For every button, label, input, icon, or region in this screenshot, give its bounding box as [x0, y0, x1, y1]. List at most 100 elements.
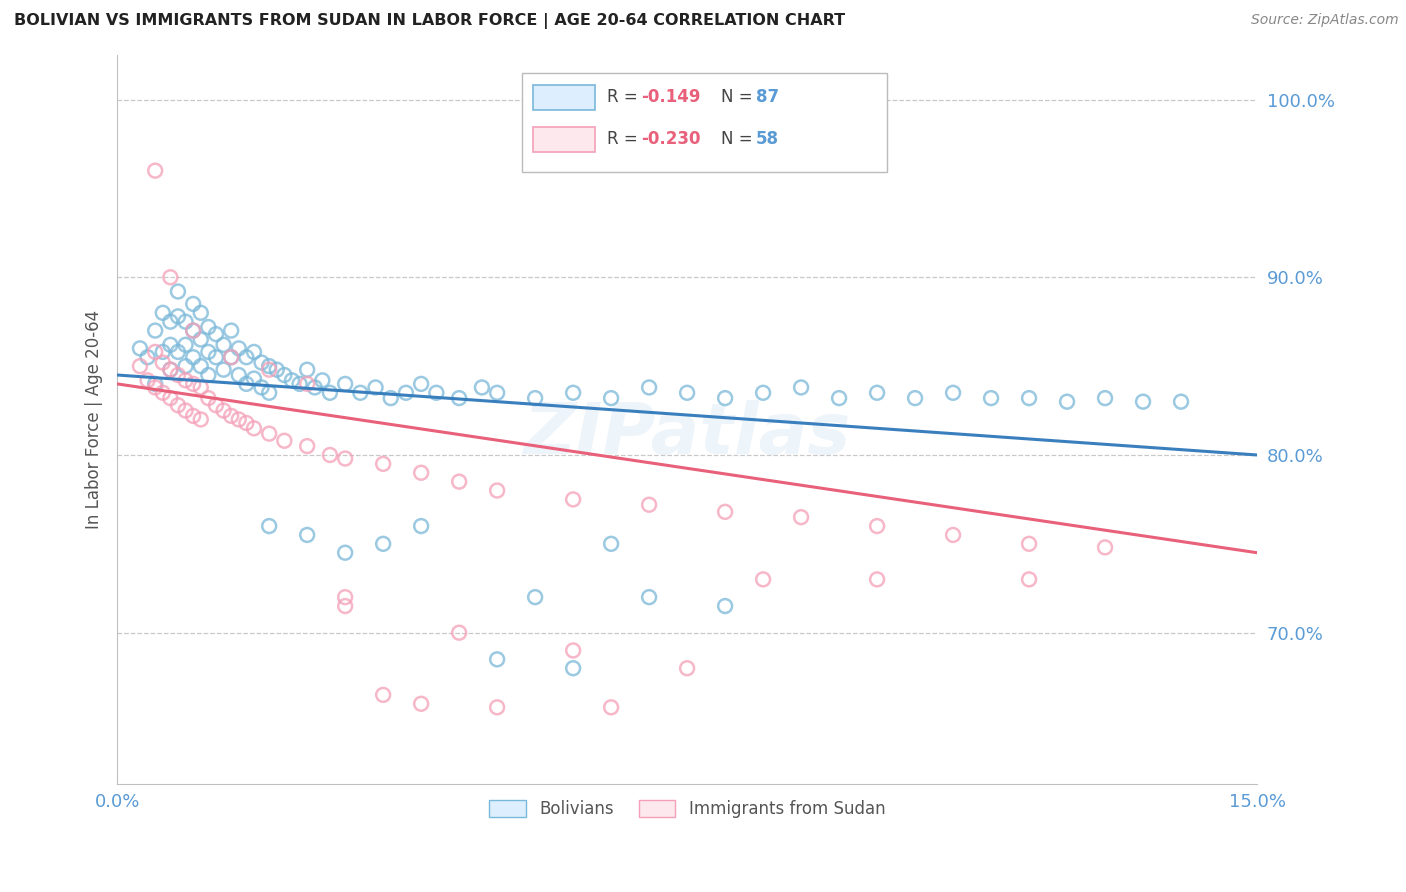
Point — [212, 338, 235, 352]
Point — [471, 380, 494, 394]
Point — [228, 412, 250, 426]
Point — [1132, 394, 1154, 409]
Point — [257, 359, 280, 373]
Point — [167, 285, 190, 299]
Text: -0.149: -0.149 — [641, 87, 702, 105]
Point — [333, 546, 356, 560]
Point — [319, 385, 342, 400]
Legend: Bolivians, Immigrants from Sudan: Bolivians, Immigrants from Sudan — [481, 791, 894, 826]
Point — [143, 345, 166, 359]
Point — [159, 391, 181, 405]
Point — [159, 362, 181, 376]
Point — [486, 385, 509, 400]
Point — [167, 345, 190, 359]
Point — [167, 398, 190, 412]
Point — [143, 324, 166, 338]
Point — [295, 376, 318, 391]
Point — [143, 380, 166, 394]
Point — [904, 391, 927, 405]
Point — [190, 412, 212, 426]
Point — [980, 391, 1002, 405]
Point — [257, 385, 280, 400]
Point — [181, 350, 204, 364]
Point — [273, 368, 295, 382]
Point — [676, 661, 699, 675]
Point — [174, 403, 197, 417]
Text: ZIPatlas: ZIPatlas — [523, 400, 851, 468]
Point — [250, 355, 273, 369]
Point — [197, 391, 219, 405]
Point — [942, 528, 965, 542]
Point — [129, 342, 152, 356]
Point — [1056, 394, 1078, 409]
Point — [714, 599, 737, 613]
Point — [714, 505, 737, 519]
Point — [411, 519, 433, 533]
Point — [380, 391, 402, 405]
Point — [1018, 391, 1040, 405]
Point — [197, 345, 219, 359]
Text: Source: ZipAtlas.com: Source: ZipAtlas.com — [1251, 13, 1399, 28]
Point — [752, 385, 775, 400]
Point — [295, 528, 318, 542]
Point — [295, 362, 318, 376]
Point — [373, 457, 395, 471]
Point — [152, 345, 174, 359]
Point — [159, 270, 181, 285]
Point — [600, 700, 623, 714]
Point — [181, 324, 204, 338]
Point — [250, 380, 273, 394]
Point — [373, 688, 395, 702]
Point — [197, 368, 219, 382]
Point — [562, 385, 585, 400]
Point — [205, 327, 228, 342]
Point — [333, 599, 356, 613]
Point — [411, 376, 433, 391]
Point — [449, 475, 471, 489]
Point — [190, 359, 212, 373]
Point — [790, 380, 813, 394]
Point — [152, 385, 174, 400]
Point — [181, 297, 204, 311]
Point — [349, 385, 371, 400]
Point — [1170, 394, 1192, 409]
Point — [129, 359, 152, 373]
Point — [190, 380, 212, 394]
Point — [167, 368, 190, 382]
Point — [364, 380, 387, 394]
Point — [235, 350, 257, 364]
Point — [243, 371, 266, 385]
FancyBboxPatch shape — [533, 85, 595, 110]
Point — [281, 373, 304, 387]
Point — [152, 355, 174, 369]
Point — [486, 700, 509, 714]
Point — [273, 434, 295, 448]
Point — [600, 391, 623, 405]
FancyBboxPatch shape — [522, 73, 887, 172]
Point — [524, 590, 547, 604]
Point — [136, 373, 159, 387]
Point — [136, 350, 159, 364]
Text: N =: N = — [721, 87, 758, 105]
Point — [143, 376, 166, 391]
Point — [942, 385, 965, 400]
Point — [219, 350, 242, 364]
Point — [174, 359, 197, 373]
Point — [205, 398, 228, 412]
Point — [190, 306, 212, 320]
Point — [235, 376, 257, 391]
Point — [333, 376, 356, 391]
Point — [333, 451, 356, 466]
Text: -0.230: -0.230 — [641, 130, 702, 148]
Point — [411, 466, 433, 480]
Point — [288, 376, 311, 391]
Point — [152, 306, 174, 320]
Point — [167, 310, 190, 324]
Point — [752, 573, 775, 587]
Point — [311, 373, 333, 387]
Point — [174, 373, 197, 387]
Point — [181, 324, 204, 338]
Point — [257, 426, 280, 441]
Point — [159, 315, 181, 329]
FancyBboxPatch shape — [533, 128, 595, 152]
